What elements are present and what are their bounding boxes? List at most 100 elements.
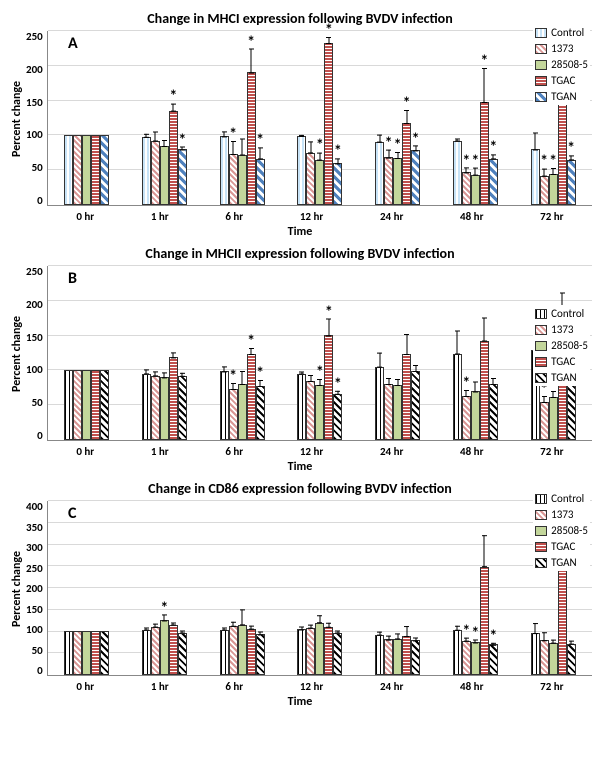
bar xyxy=(402,636,411,675)
chart-title: Change in CD86 expression following BVDV… xyxy=(8,480,592,497)
bar xyxy=(567,385,576,440)
legend-label: TGAC xyxy=(551,74,575,87)
bar xyxy=(315,623,324,676)
significance-star: * xyxy=(229,369,237,385)
error-bar xyxy=(328,623,329,628)
error-bar xyxy=(397,379,398,386)
significance-star: * xyxy=(247,35,255,51)
bar-wrap xyxy=(142,630,151,676)
bar xyxy=(375,142,384,205)
error-bar xyxy=(535,133,536,151)
bar-wrap: * xyxy=(549,397,558,440)
bar-wrap: * xyxy=(471,175,480,205)
bar: * xyxy=(540,402,549,441)
x-tick: 24 hr xyxy=(380,210,403,223)
y-tick: 300 xyxy=(26,542,43,553)
bar xyxy=(229,626,238,675)
bar xyxy=(306,153,315,206)
bar-wrap: * xyxy=(256,159,265,205)
significance-star: * xyxy=(334,144,342,160)
x-ticks: 0 hr1 hr6 hr12 hr24 hr48 hr72 hr xyxy=(48,680,592,693)
bar-wrap: * xyxy=(229,154,238,205)
bar: * xyxy=(549,397,558,440)
x-tick: 72 hr xyxy=(540,680,563,693)
chart-panel-A: Change in MHCI expression following BVDV… xyxy=(8,10,592,239)
error-bar xyxy=(406,626,407,637)
bar xyxy=(238,625,247,675)
bar-wrap: * xyxy=(384,157,393,205)
error-bar xyxy=(310,624,311,628)
bar-wrap xyxy=(151,376,160,440)
bar-group: * xyxy=(453,341,498,440)
legend: Control137328508-5TGACTGAN xyxy=(533,24,590,105)
y-tick: 200 xyxy=(26,299,43,310)
error-bar xyxy=(379,631,380,635)
bar xyxy=(567,644,576,676)
bar: * xyxy=(324,43,333,205)
bar-group: *** xyxy=(297,335,342,440)
bar xyxy=(100,135,109,205)
bar-group xyxy=(220,625,265,675)
significance-star: * xyxy=(178,133,186,149)
chart-title: Change in MHCII expression following BVD… xyxy=(8,245,592,262)
y-axis: 400350300250200150100500 xyxy=(26,501,47,676)
legend-label: Control xyxy=(551,26,584,39)
error-bar xyxy=(146,134,147,138)
error-bar xyxy=(484,68,485,103)
significance-star: * xyxy=(567,141,575,157)
bar-group: *** xyxy=(297,43,342,205)
legend-item: 1373 xyxy=(535,508,588,521)
bar xyxy=(549,643,558,675)
bar: * xyxy=(247,72,256,205)
bar-wrap xyxy=(178,633,187,675)
bar-wrap xyxy=(247,629,256,675)
error-bar xyxy=(251,49,252,74)
bar-wrap: * xyxy=(540,402,549,441)
bar-wrap xyxy=(100,135,109,205)
significance-star: * xyxy=(412,132,420,148)
bar xyxy=(489,384,498,440)
bar-group xyxy=(297,623,342,676)
bar: * xyxy=(489,159,498,205)
bar-wrap xyxy=(315,623,324,676)
bar-wrap: * xyxy=(480,102,489,205)
bar-wrap xyxy=(324,627,333,675)
legend-item: 1373 xyxy=(535,42,588,55)
bar-wrap xyxy=(82,370,91,440)
bar-wrap xyxy=(256,634,265,675)
bar-wrap xyxy=(558,93,567,205)
significance-star: * xyxy=(480,54,488,70)
x-tick: 0 hr xyxy=(76,680,94,693)
y-tick: 100 xyxy=(26,129,43,140)
bar-group xyxy=(142,357,187,440)
legend-label: TGAN xyxy=(551,90,576,103)
bar xyxy=(297,374,306,441)
error-bar xyxy=(457,330,458,355)
bar-wrap: * xyxy=(247,354,256,440)
significance-star: * xyxy=(160,601,168,617)
bar-groups: ******************* xyxy=(48,31,592,205)
bar xyxy=(558,93,567,205)
error-bar xyxy=(571,640,572,644)
bar xyxy=(393,639,402,675)
bar-wrap: * xyxy=(411,150,420,205)
legend-swatch xyxy=(535,357,547,367)
bar-wrap xyxy=(306,628,315,675)
bar xyxy=(256,634,265,675)
error-bar xyxy=(164,140,165,147)
bar-wrap: * xyxy=(169,111,178,206)
bar-group: *** xyxy=(531,93,576,205)
significance-star: * xyxy=(489,629,497,645)
legend-item: 1373 xyxy=(535,323,588,336)
bar-group xyxy=(375,354,420,440)
bar-wrap xyxy=(220,630,229,676)
significance-star: * xyxy=(462,376,470,392)
bar-wrap: * xyxy=(333,394,342,440)
bar xyxy=(384,639,393,675)
x-tick: 1 hr xyxy=(151,680,169,693)
error-bar xyxy=(544,632,545,641)
bar-wrap xyxy=(160,377,169,440)
bar: * xyxy=(411,150,420,205)
bar: * xyxy=(178,149,187,205)
bar xyxy=(100,631,109,675)
